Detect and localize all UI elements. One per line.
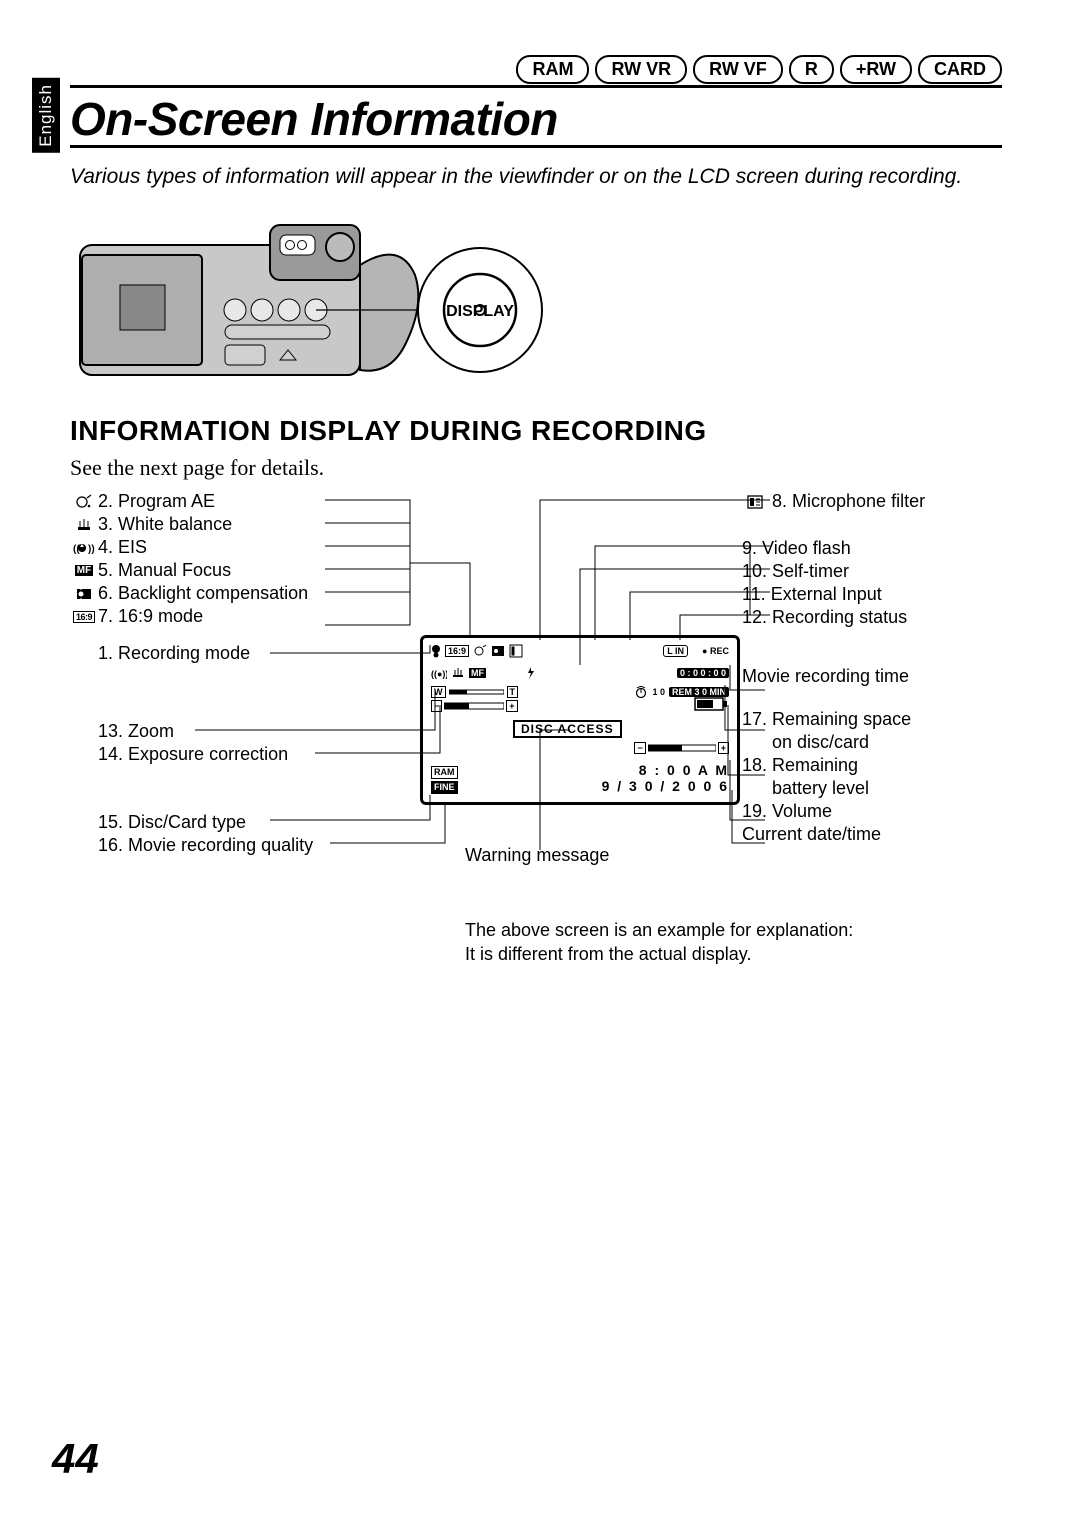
datetime-block: 8 : 0 0 A M 9 / 3 0 / 2 0 0 6 — [602, 762, 729, 794]
label-12: 12. Recording status — [742, 607, 907, 628]
program-ae-screen-icon — [473, 644, 487, 658]
label-18a: 18. Remaining — [742, 755, 858, 776]
fine-chip: FINE — [431, 781, 458, 794]
selftimer-icon — [634, 686, 648, 698]
time-text: 8 : 0 0 A M — [602, 762, 729, 778]
language-tab: English — [32, 78, 60, 153]
label-datetime: Current date/time — [742, 824, 881, 845]
footnote-line-2: It is different from the actual display. — [465, 944, 751, 964]
label-2: 2. Program AE — [98, 491, 215, 512]
badge-rwvf: RW VF — [693, 55, 783, 84]
l-in-chip: L IN — [663, 645, 688, 657]
volume-bar: − + — [634, 742, 729, 754]
backlight-icon — [70, 586, 98, 602]
label-4: 4. EIS — [98, 537, 147, 558]
display-button-label: DISPLAY — [446, 303, 514, 320]
label-9: 9. Video flash — [742, 538, 851, 559]
media-badges: RAM RW VR RW VF R +RW CARD — [516, 55, 1002, 84]
badge-ram: RAM — [516, 55, 589, 84]
media-quality-icons: RAM FINE — [431, 766, 458, 794]
label-8: 8. Microphone filter — [772, 491, 925, 512]
label-14: 14. Exposure correction — [98, 744, 288, 765]
page-number: 44 — [52, 1435, 99, 1483]
wb-screen-icon — [451, 667, 465, 679]
intro-text: Various types of information will appear… — [70, 165, 1002, 189]
label-movietime: Movie recording time — [742, 666, 909, 687]
screen-row-3: W T 1 0 REM 3 0 MIN — [431, 686, 729, 698]
svg-text:)): )) — [88, 544, 95, 555]
badge-card: CARD — [918, 55, 1002, 84]
backlight-screen-icon — [491, 644, 505, 658]
label-16: 16. Movie recording quality — [98, 835, 313, 856]
label-1: 1. Recording mode — [98, 643, 250, 664]
self-10: 1 0 — [652, 687, 665, 697]
badge-plusrw: +RW — [840, 55, 912, 84]
zoom-w: W — [431, 686, 446, 698]
rec-indicator: ● REC — [702, 646, 729, 656]
badge-r: R — [789, 55, 834, 84]
flash-icon — [524, 666, 538, 680]
label-13: 13. Zoom — [98, 721, 174, 742]
eis-icon: (()) — [70, 540, 98, 556]
ram-chip: RAM — [431, 766, 458, 779]
left-labels: 2. Program AE 3. White balance (())4. EI… — [70, 490, 410, 857]
rule-top — [70, 85, 1002, 88]
label-7: 7. 16:9 mode — [98, 606, 203, 627]
label-11: 11. External Input — [742, 584, 882, 605]
mic-filter-icon — [742, 495, 768, 509]
camera-illustration: DISPLAY — [70, 215, 550, 405]
mf-chip: MF — [469, 668, 486, 678]
zoom-t: T — [507, 686, 519, 698]
section-heading: INFORMATION DISPLAY DURING RECORDING — [70, 415, 707, 447]
disc-access: DISC ACCESS — [513, 720, 622, 738]
label-5: 5. Manual Focus — [98, 560, 231, 581]
lcd-screen: 16:9 L IN ● REC ((●)) MF 0 : 0 0 : 0 0 — [420, 635, 740, 805]
label-6: 6. Backlight compensation — [98, 583, 308, 604]
screen-row-1: 16:9 L IN ● REC — [431, 644, 729, 658]
exposure-bar: − + — [431, 700, 518, 712]
screen-row-2: ((●)) MF 0 : 0 0 : 0 0 — [431, 666, 729, 680]
label-19: 19. Volume — [742, 801, 832, 822]
page-title: On-Screen Information — [70, 92, 558, 146]
badge-rwvr: RW VR — [595, 55, 687, 84]
warning-message-label: Warning message — [465, 845, 609, 866]
eis-screen-icon: ((●)) — [431, 667, 447, 679]
date-text: 9 / 3 0 / 2 0 0 6 — [602, 778, 729, 794]
label-18b: battery level — [742, 778, 869, 799]
label-17b: on disc/card — [742, 732, 869, 753]
page: English RAM RW VR RW VF R +RW CARD On-Sc… — [0, 0, 1080, 1529]
section-sub: See the next page for details. — [70, 455, 324, 481]
mic-screen-icon — [509, 644, 523, 658]
label-15: 15. Disc/Card type — [98, 812, 246, 833]
white-balance-icon — [70, 517, 98, 533]
label-3: 3. White balance — [98, 514, 232, 535]
label-10: 10. Self-timer — [742, 561, 849, 582]
mf-icon: MF — [70, 565, 98, 576]
timer-top: 0 : 0 0 : 0 0 — [677, 668, 729, 678]
rule-under — [70, 145, 1002, 148]
program-ae-icon — [70, 494, 98, 510]
right-labels: 8. Microphone filter 9. Video flash 10. … — [742, 490, 1002, 846]
svg-text:((●)): ((●)) — [431, 669, 447, 679]
label-17a: 17. Remaining space — [742, 709, 911, 730]
footnote: The above screen is an example for expla… — [465, 918, 915, 967]
battery-icon — [693, 696, 729, 717]
footnote-line-1: The above screen is an example for expla… — [465, 920, 853, 940]
diagram: 2. Program AE 3. White balance (())4. EI… — [70, 490, 1002, 960]
ratio-icon: 16:9 — [70, 611, 98, 623]
